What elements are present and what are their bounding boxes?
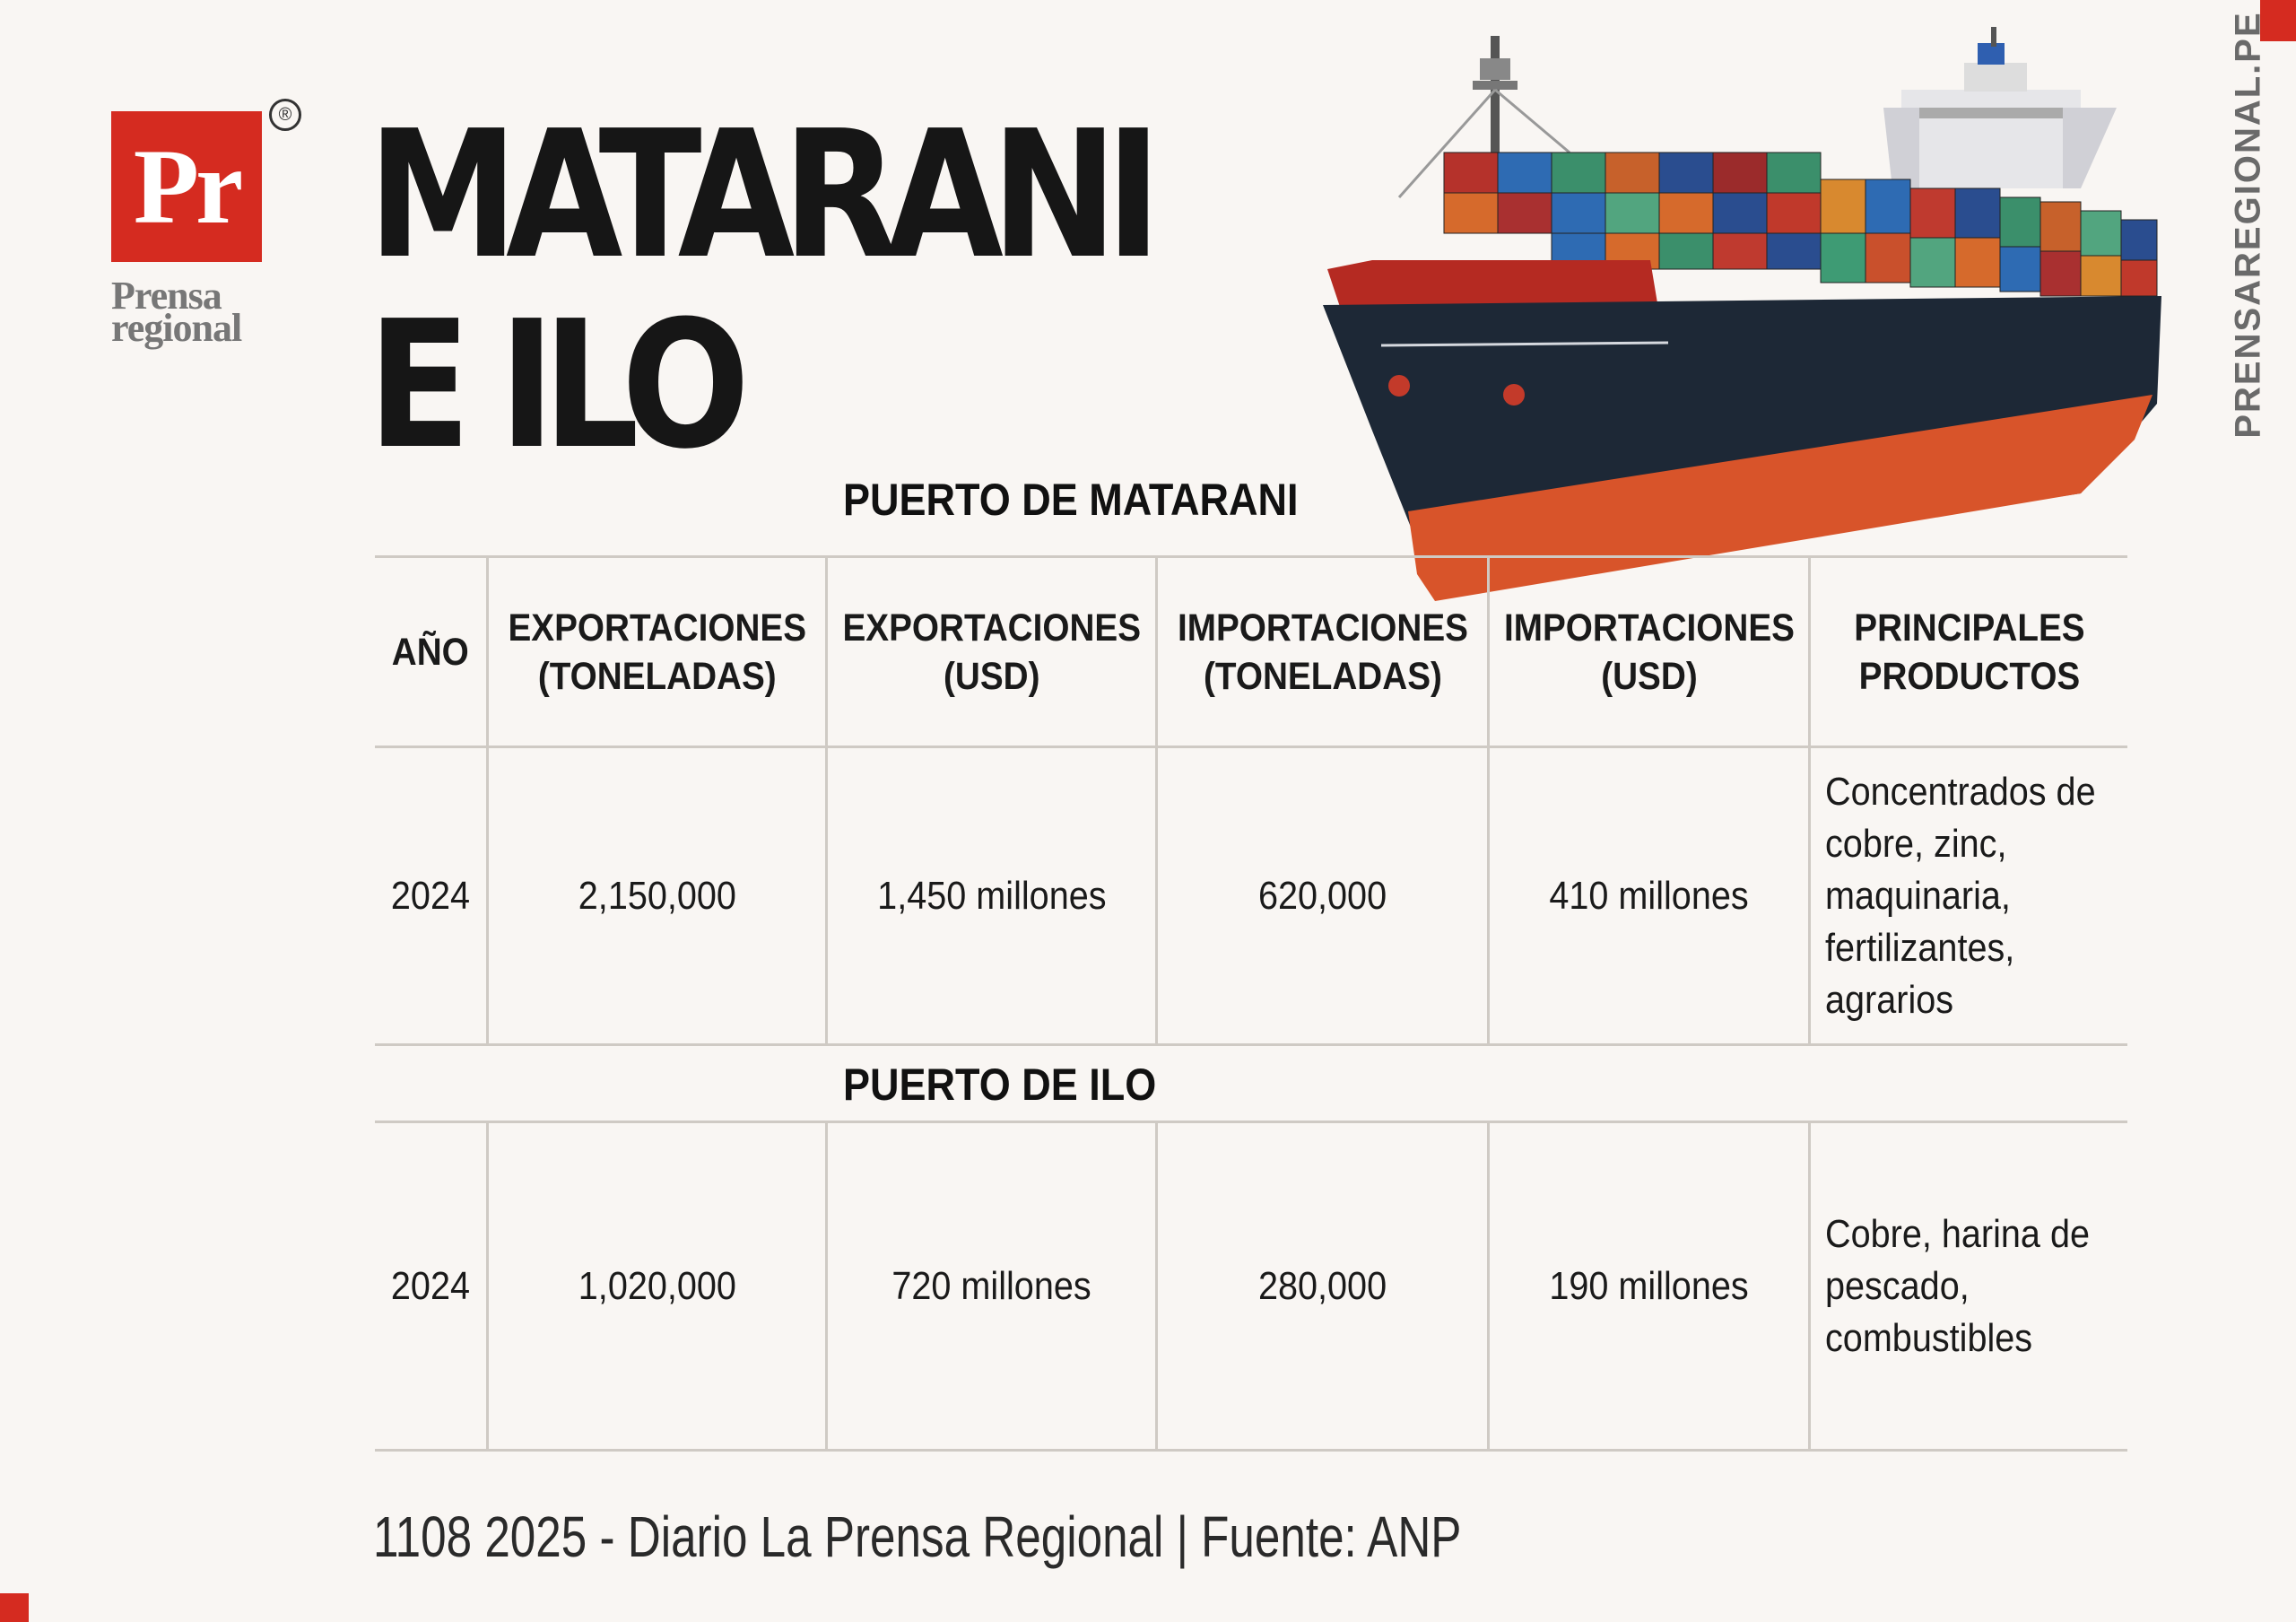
column-divider <box>1155 557 1158 1043</box>
matarani-imports-usd: 410 millones <box>1549 873 1749 918</box>
headline-line-1: MATARANI <box>368 93 1161 298</box>
column-divider <box>1808 1122 1811 1449</box>
section-title-ilo: PUERTO DE ILO <box>843 1060 1157 1110</box>
ilo-year: 2024 <box>390 1263 471 1308</box>
header-imports-usd: IMPORTACIONES (USD) <box>1503 606 1795 698</box>
header-year: AÑO <box>391 630 470 674</box>
brand-logo: Pr ® Prensa regional <box>111 99 301 350</box>
headline: MATARANI E ILO <box>368 93 1161 488</box>
logo-mark: Pr <box>111 111 262 262</box>
container-ship-icon <box>1323 27 2161 601</box>
corner-accent <box>0 1593 29 1622</box>
table-rule <box>375 1449 2127 1452</box>
logo-wordmark: Prensa regional <box>111 274 242 350</box>
matarani-exports-tons: 2,150,000 <box>578 873 736 918</box>
side-accent-bar <box>2260 0 2296 41</box>
column-divider <box>486 557 489 1043</box>
side-url-text: PRENSAREGIONAL.PE <box>2228 10 2268 439</box>
header-exports-tons: EXPORTACIONES (TONELADAS) <box>508 606 806 698</box>
matarani-products: Concentrados de cobre, zinc, maquinaria,… <box>1825 769 2096 1022</box>
table-rule <box>375 555 2127 558</box>
ilo-products: Cobre, harina de pescado, combustibles <box>1825 1211 2090 1360</box>
matarani-exports-usd: 1,450 millones <box>876 873 1107 918</box>
matarani-year: 2024 <box>390 873 471 918</box>
footer-credit: 1108 2025 - Diario La Prensa Regional | … <box>373 1504 1462 1569</box>
column-divider <box>1487 1122 1490 1449</box>
header-products: PRINCIPALES PRODUCTOS <box>1853 606 2085 698</box>
side-url: PRENSAREGIONAL.PE <box>2208 11 2289 438</box>
registered-icon: ® <box>269 99 301 131</box>
table-rule <box>375 746 2127 748</box>
column-divider <box>1155 1122 1158 1449</box>
ilo-exports-tons: 1,020,000 <box>578 1263 736 1308</box>
matarani-imports-tons: 620,000 <box>1257 873 1387 918</box>
column-divider <box>825 557 828 1043</box>
column-divider <box>825 1122 828 1449</box>
column-divider <box>1808 557 1811 1043</box>
headline-line-2: E ILO <box>368 283 750 488</box>
ilo-exports-usd: 720 millones <box>891 1263 1091 1308</box>
table-rule <box>375 1043 2127 1046</box>
ilo-imports-usd: 190 millones <box>1549 1263 1749 1308</box>
table-rule <box>375 1121 2127 1123</box>
section-title-matarani: PUERTO DE MATARANI <box>843 475 1299 525</box>
column-divider <box>486 1122 489 1449</box>
ilo-imports-tons: 280,000 <box>1257 1263 1387 1308</box>
header-exports-usd: EXPORTACIONES (USD) <box>842 606 1141 698</box>
column-divider <box>1487 557 1490 1043</box>
header-imports-tons: IMPORTACIONES (TONELADAS) <box>1177 606 1468 698</box>
